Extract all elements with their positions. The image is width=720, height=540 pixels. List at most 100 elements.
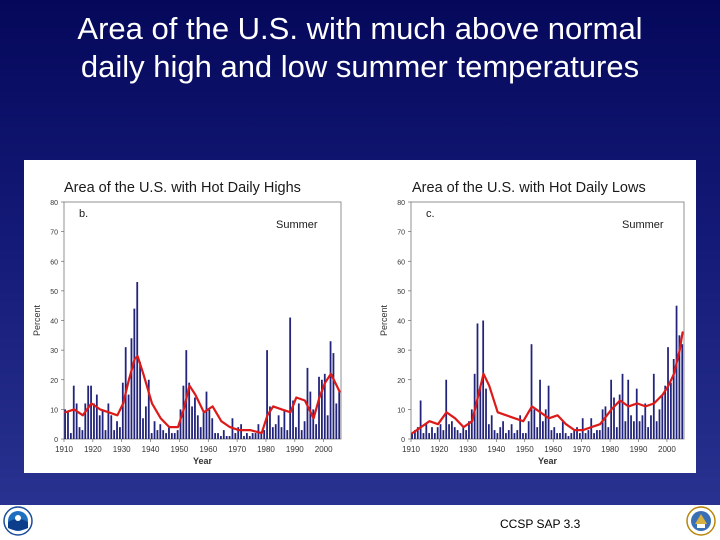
- chart-1-x-tick-label: 1920: [84, 445, 102, 454]
- chart-1-bar: [107, 403, 110, 439]
- chart-1-bar: [254, 433, 257, 439]
- chart-2-bar: [598, 430, 601, 439]
- chart-1-bar: [271, 427, 274, 439]
- chart-2-y-tick-label: 60: [397, 259, 405, 266]
- chart-1-bar: [144, 406, 147, 439]
- chart-1-bar: [202, 412, 205, 439]
- chart-1-bar: [133, 308, 136, 439]
- chart-2-bar: [490, 415, 493, 439]
- chart-1-bar: [165, 433, 167, 439]
- chart-2-bar: [422, 433, 425, 439]
- chart-1-bar: [84, 403, 87, 439]
- chart-1-x-tick-label: 1970: [228, 445, 246, 454]
- chart-2-bar: [485, 388, 487, 439]
- chart-2-bar: [672, 359, 675, 439]
- chart-1-bar: [277, 415, 280, 439]
- chart-1-bar: [67, 412, 69, 439]
- chart-2-bar: [433, 433, 436, 439]
- chart-1-bar: [110, 415, 113, 439]
- chart-2-y-tick-label: 50: [397, 289, 405, 296]
- chart-panel: Area of the U.S. with Hot Daily Highs b. S…: [32, 180, 685, 466]
- chart-2-bar: [678, 335, 681, 439]
- chart-2-bar: [559, 433, 561, 439]
- chart-2-bar: [479, 385, 482, 439]
- chart-1-bar: [196, 415, 199, 439]
- chart-1-bar: [101, 409, 104, 439]
- chart-2-bar: [613, 397, 615, 439]
- chart-1-bar: [234, 433, 237, 439]
- chart-1-bar: [121, 382, 124, 439]
- chart-1-bar: [283, 409, 286, 439]
- chart-2-bar: [419, 400, 422, 439]
- chart-2-x-tick-label: 2000: [658, 445, 676, 454]
- chart-1-bar: [222, 430, 225, 439]
- chart-2-bar: [414, 430, 416, 439]
- chart-2-bar: [425, 424, 428, 439]
- chart-1-bar: [220, 436, 222, 439]
- chart-2-bar: [539, 379, 541, 439]
- chart-2-bar: [661, 394, 664, 439]
- chart-1-season-label: Summer: [276, 219, 318, 231]
- chart-2-bar: [624, 421, 627, 439]
- chart-1-bar: [170, 433, 173, 439]
- chart-1-bar: [147, 379, 150, 439]
- chart-1-bar: [303, 421, 306, 439]
- chart-2-bar: [516, 430, 519, 439]
- chart-1-bar: [176, 430, 179, 439]
- chart-1-bar: [119, 427, 121, 439]
- chart-1-x-tick-label: 1940: [142, 445, 160, 454]
- chart-2-bar: [470, 409, 473, 439]
- chart-1-bar: [156, 430, 159, 439]
- chart-2-bar: [510, 424, 513, 439]
- chart-1-bar: [188, 382, 191, 439]
- chart-1-bar: [228, 436, 231, 439]
- chart-1-bar: [90, 385, 92, 439]
- chart-2-x-tick-label: 1930: [459, 445, 477, 454]
- chart-2-bar: [621, 373, 624, 439]
- chart-1-bar: [274, 424, 277, 439]
- chart-1-y-tick-label: 30: [50, 348, 58, 355]
- chart-1-bar: [269, 406, 271, 439]
- chart-1-bar: [168, 427, 170, 439]
- chart-2-bar: [581, 418, 584, 439]
- chart-1-title: Area of the U.S. with Hot Daily Highs: [64, 180, 301, 196]
- chart-2-bar: [658, 409, 661, 439]
- chart-2-bar: [453, 427, 456, 439]
- chart-1-bar: [286, 430, 289, 439]
- chart-2-bar: [428, 433, 431, 439]
- chart-2-plot-frame: [410, 201, 685, 440]
- chart-2-bar: [416, 427, 419, 439]
- chart-1-bar: [225, 436, 228, 439]
- chart-2-bar: [615, 427, 618, 439]
- chart-1-bar: [260, 433, 263, 439]
- chart-1-bar: [81, 430, 84, 439]
- chart-1-bar: [263, 430, 266, 439]
- chart-2-bar: [451, 421, 453, 439]
- chart-1-bar: [297, 403, 300, 439]
- chart-2-bar: [505, 433, 507, 439]
- chart-2-bar: [652, 373, 655, 439]
- chart-2-y-axis-label: Percent: [379, 304, 389, 336]
- chart-2-bar: [476, 323, 479, 439]
- chart-1-bar: [335, 403, 338, 439]
- chart-1-bar: [326, 415, 329, 439]
- chart-1-y-tick-label: 80: [50, 200, 58, 207]
- chart-2-bar: [465, 430, 467, 439]
- chart-1-bar: [142, 418, 144, 439]
- chart-2-y-tick-label: 0: [401, 437, 405, 444]
- chart-2-bar: [578, 433, 581, 439]
- commerce-seal-icon: [686, 506, 716, 536]
- chart-2-bar: [544, 409, 547, 439]
- chart-2-bar: [561, 421, 564, 439]
- chart-1-bar: [321, 379, 323, 439]
- slide-title: Area of the U.S. with much above normal …: [0, 10, 720, 86]
- chart-2-x-tick-label: 1920: [431, 445, 449, 454]
- chart-2-bar: [550, 430, 553, 439]
- chart-1-bar: [211, 418, 214, 439]
- chart-2-bar: [462, 427, 465, 439]
- chart-2-bar: [533, 409, 536, 439]
- chart-1-bar: [162, 430, 165, 439]
- chart-2-bar: [411, 433, 413, 439]
- chart-2-bar: [445, 379, 448, 439]
- chart-2-bar: [519, 415, 522, 439]
